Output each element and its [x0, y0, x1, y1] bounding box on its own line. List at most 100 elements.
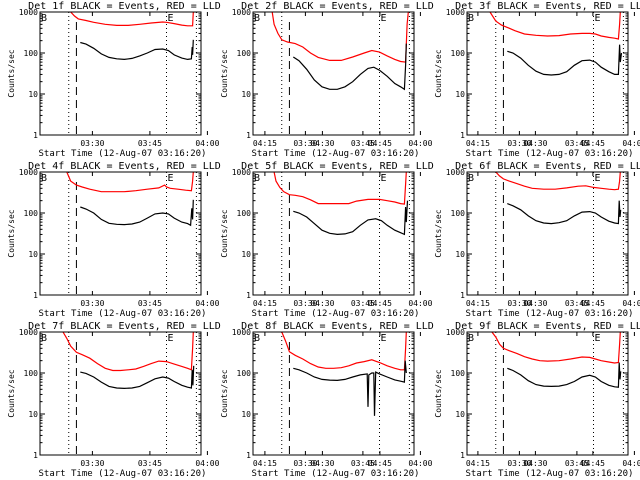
x-axis-label: Start Time (12-Aug-07 03:16:20): [39, 309, 207, 319]
begin-marker: B: [254, 13, 260, 24]
x-tick-label: 04:00: [408, 139, 432, 148]
x-tick-label: 04:45: [368, 139, 392, 148]
x-tick-label: 04:00: [195, 139, 219, 148]
series-line-lld: [70, 12, 195, 27]
y-tick-label: 100: [237, 49, 252, 58]
series-line-lld: [281, 332, 407, 371]
x-tick-label: 04:00: [622, 459, 640, 468]
end-marker: E: [595, 333, 601, 344]
plot-frame: [466, 171, 629, 296]
begin-marker: B: [41, 173, 47, 184]
y-tick-label: 1000: [19, 168, 38, 177]
panel-det-5f: Det 5f BLACK = Events, RED = LLD11010010…: [220, 161, 605, 319]
begin-marker: B: [468, 173, 474, 184]
y-tick-label: 1000: [446, 168, 465, 177]
series-line-events: [80, 39, 194, 61]
x-tick-label: 03:30: [293, 459, 317, 468]
y-tick-label: 10: [241, 90, 251, 99]
series-line-lld: [489, 12, 621, 40]
x-tick-label: 04:00: [622, 299, 640, 308]
plot-frame: [252, 331, 415, 456]
begin-marker: B: [41, 333, 47, 344]
x-tick-label: 03:30: [293, 299, 317, 308]
x-tick-label: 03:45: [565, 459, 589, 468]
x-tick-label: 03:45: [138, 459, 162, 468]
y-tick-label: 1000: [19, 8, 38, 17]
plot-frame: [252, 171, 415, 296]
x-tick-label: 03:45: [351, 139, 375, 148]
x-tick-label: 04:00: [408, 299, 432, 308]
x-tick-label: 03:30: [80, 299, 104, 308]
x-tick-label: 03:30: [507, 299, 531, 308]
x-tick-label: 04:00: [195, 299, 219, 308]
y-tick-label: 100: [451, 369, 466, 378]
y-tick-label: 1: [33, 451, 38, 460]
plot-frame: [39, 11, 202, 136]
y-tick-label: 1: [460, 291, 465, 300]
y-tick-label: 1: [33, 291, 38, 300]
x-tick-label: 04:15: [253, 299, 277, 308]
series-line-events: [507, 44, 623, 76]
series-line-lld: [66, 172, 194, 193]
y-tick-label: 100: [451, 209, 466, 218]
x-tick-label: 04:45: [581, 299, 605, 308]
x-tick-label: 04:15: [466, 459, 490, 468]
x-tick-label: 04:15: [466, 299, 490, 308]
x-tick-label: 04:15: [253, 459, 277, 468]
x-tick-label: 04:45: [368, 299, 392, 308]
y-tick-label: 10: [241, 250, 251, 259]
x-tick-label: 04:45: [581, 139, 605, 148]
x-tick-label: 03:30: [293, 139, 317, 148]
x-tick-label: 03:30: [507, 459, 531, 468]
y-axis-label: Counts/sec: [220, 209, 229, 257]
x-tick-label: 04:30: [523, 299, 547, 308]
x-tick-label: 04:30: [523, 139, 547, 148]
begin-marker: B: [468, 13, 474, 24]
y-tick-label: 10: [455, 410, 465, 419]
series-line-events: [507, 362, 622, 388]
y-tick-label: 100: [451, 49, 466, 58]
series-line-events: [507, 200, 622, 225]
x-tick-label: 03:45: [138, 139, 162, 148]
series-line-events: [293, 200, 409, 236]
y-tick-label: 10: [241, 410, 251, 419]
y-tick-label: 10: [28, 410, 38, 419]
y-tick-label: 1: [246, 291, 251, 300]
panel-det-8f: Det 8f BLACK = Events, RED = LLD11010010…: [220, 321, 605, 479]
y-axis-label: Counts/sec: [7, 49, 16, 97]
x-axis-label: Start Time (12-Aug-07 03:16:20): [466, 469, 634, 479]
y-tick-label: 1: [460, 131, 465, 140]
y-axis-label: Counts/sec: [434, 49, 443, 97]
x-tick-label: 03:45: [138, 299, 162, 308]
series-line-lld: [273, 172, 407, 205]
end-marker: E: [595, 173, 601, 184]
x-tick-label: 03:30: [507, 139, 531, 148]
x-tick-label: 03:30: [80, 459, 104, 468]
y-tick-label: 1000: [232, 168, 251, 177]
y-tick-label: 1000: [19, 328, 38, 337]
plot-frame: [252, 11, 415, 136]
end-marker: E: [381, 333, 387, 344]
y-tick-label: 100: [237, 369, 252, 378]
y-tick-label: 1000: [446, 328, 465, 337]
end-marker: E: [168, 173, 174, 184]
series-line-lld: [62, 332, 194, 372]
series-line-events: [292, 43, 407, 91]
plot-frame: [39, 171, 202, 296]
series-line-events: [80, 365, 195, 390]
x-tick-label: 03:45: [565, 299, 589, 308]
y-tick-label: 1000: [446, 8, 465, 17]
plot-frame: [466, 331, 629, 456]
panel-title: Det 5f BLACK = Events, RED = LLD: [241, 161, 434, 172]
x-tick-label: 04:30: [523, 459, 547, 468]
panel-det-1f: Det 1f BLACK = Events, RED = LLD11010010…: [7, 1, 392, 159]
x-tick-label: 03:30: [80, 139, 104, 148]
x-axis-label: Start Time (12-Aug-07 03:16:20): [466, 309, 634, 319]
begin-marker: B: [254, 333, 260, 344]
x-tick-label: 03:45: [351, 299, 375, 308]
panel-title: Det 2f BLACK = Events, RED = LLD: [241, 1, 434, 12]
panel-title: Det 6f BLACK = Events, RED = LLD: [455, 161, 640, 172]
x-axis-label: Start Time (12-Aug-07 03:16:20): [39, 469, 207, 479]
end-marker: E: [168, 13, 174, 24]
